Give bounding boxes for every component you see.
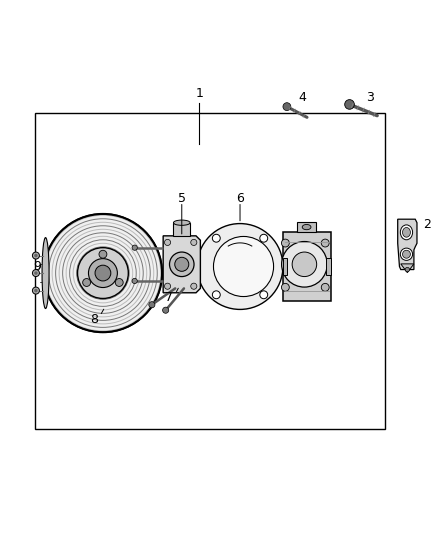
Circle shape (83, 279, 91, 286)
Text: 7: 7 (165, 290, 173, 304)
Ellipse shape (403, 228, 410, 237)
Circle shape (175, 257, 189, 271)
Text: 1: 1 (195, 87, 203, 100)
Ellipse shape (400, 248, 413, 260)
Circle shape (44, 214, 162, 332)
Ellipse shape (302, 224, 311, 230)
Circle shape (115, 279, 123, 286)
Circle shape (321, 239, 329, 247)
Circle shape (34, 271, 38, 275)
Text: 6: 6 (236, 192, 244, 205)
Bar (173, 223, 190, 236)
Bar (283, 258, 287, 275)
Polygon shape (398, 219, 417, 270)
Polygon shape (163, 236, 200, 293)
Circle shape (132, 278, 137, 284)
Circle shape (149, 302, 155, 308)
Circle shape (260, 291, 268, 298)
Circle shape (32, 270, 39, 277)
Circle shape (34, 289, 38, 292)
Text: 2: 2 (423, 219, 431, 231)
Circle shape (78, 248, 128, 298)
Circle shape (88, 259, 117, 287)
Text: 4: 4 (298, 91, 306, 104)
Circle shape (162, 307, 169, 313)
Circle shape (132, 245, 137, 251)
Circle shape (292, 252, 317, 277)
Circle shape (191, 239, 197, 246)
Circle shape (32, 252, 39, 259)
Bar (35, 113, 385, 429)
Circle shape (95, 265, 111, 281)
Circle shape (345, 100, 354, 109)
Circle shape (281, 239, 289, 247)
Circle shape (405, 268, 410, 272)
Circle shape (99, 251, 107, 258)
Ellipse shape (403, 251, 410, 258)
Text: 5: 5 (178, 192, 186, 205)
Circle shape (34, 254, 38, 257)
Circle shape (212, 235, 220, 242)
Ellipse shape (42, 238, 49, 309)
Polygon shape (401, 264, 414, 273)
Ellipse shape (173, 220, 190, 225)
Circle shape (191, 283, 197, 289)
FancyBboxPatch shape (283, 232, 331, 301)
Text: 8: 8 (90, 312, 98, 326)
Bar (297, 222, 316, 232)
Circle shape (32, 287, 39, 294)
Text: 9: 9 (33, 260, 41, 273)
Circle shape (197, 223, 283, 310)
Circle shape (281, 284, 289, 291)
Circle shape (283, 103, 291, 110)
Circle shape (213, 237, 274, 296)
Circle shape (321, 284, 329, 291)
Circle shape (260, 235, 268, 242)
Text: 3: 3 (366, 91, 374, 104)
Circle shape (212, 291, 220, 298)
Circle shape (282, 241, 327, 287)
Bar (326, 258, 331, 275)
Circle shape (164, 239, 170, 246)
Ellipse shape (400, 225, 413, 240)
Circle shape (170, 252, 194, 277)
Circle shape (164, 283, 170, 289)
